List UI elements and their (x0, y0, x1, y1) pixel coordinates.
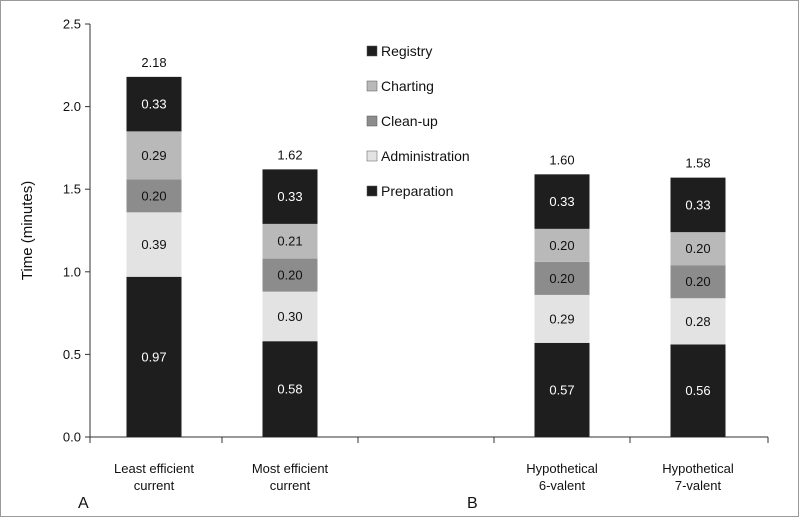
segment-value-label: 0.20 (277, 268, 302, 283)
legend-label: Administration (381, 148, 470, 164)
segment-value-label: 0.20 (549, 271, 574, 286)
axes: 0.0 0.5 1.0 1.5 2.0 2.5 (63, 17, 769, 445)
panel-label-a: A (78, 495, 89, 512)
segment-value-label: 0.29 (549, 311, 574, 326)
x-category-label: Most efficient (252, 461, 329, 476)
bar-segment-registry (262, 169, 318, 224)
panel-label-b: B (467, 495, 478, 512)
segment-value-label: 0.20 (685, 274, 710, 289)
segment-value-label: 0.29 (141, 148, 166, 163)
y-tick-label: 2.5 (63, 17, 81, 32)
y-tick-label: 0.5 (63, 347, 81, 362)
legend-swatch-registry (366, 45, 378, 57)
segment-value-label: 0.30 (277, 309, 302, 324)
segment-value-label: 0.57 (549, 382, 574, 397)
legend-swatch-clean-up (366, 115, 378, 127)
legend-label: Charting (381, 78, 434, 94)
y-tick-label: 1.5 (63, 182, 81, 197)
x-category-label: Hypothetical (526, 461, 598, 476)
segment-value-label: 0.20 (549, 238, 574, 253)
bars: 0.97 0.39 0.20 0.29 0.33 2.18 0.58 0.30 0.20 0.21… (126, 55, 726, 437)
bar-segment-clean-up (262, 258, 318, 292)
legend-swatch-preparation (366, 185, 378, 197)
bar-segment-registry (126, 76, 182, 132)
segment-value-label: 0.33 (277, 189, 302, 204)
bar-segment-registry (670, 177, 726, 233)
legend-label: Clean-up (381, 113, 438, 129)
bar-segment-clean-up (670, 265, 726, 299)
bar-segment-preparation (534, 342, 590, 437)
bar-segment-registry (534, 174, 590, 229)
bar-total-label: 1.58 (685, 156, 710, 171)
y-tick-label: 2.0 (63, 99, 81, 114)
x-category-label: current (134, 478, 175, 493)
x-category-label: 6-valent (539, 478, 586, 493)
segment-value-label: 0.20 (685, 241, 710, 256)
legend-label: Preparation (381, 183, 453, 199)
bar-segment-preparation (670, 344, 726, 437)
bar-segment-preparation (262, 341, 318, 437)
chart-labels: Time (minutes) Least efficient current Most… (19, 181, 734, 512)
segment-value-label: 0.33 (549, 194, 574, 209)
bar-segment-clean-up (126, 179, 182, 213)
y-tick-label: 0.0 (63, 430, 81, 445)
x-category-label: Least efficient (114, 461, 194, 476)
segment-value-label: 0.97 (141, 349, 166, 364)
legend-label: Registry (381, 43, 432, 59)
x-category-label: 7-valent (675, 478, 722, 493)
bar-segment-charting (670, 232, 726, 266)
legend: Registry Charting Clean-up Administration Pr… (366, 43, 470, 199)
bar-segment-charting (262, 223, 318, 259)
bar-total-label: 2.18 (141, 55, 166, 70)
y-axis-label: Time (minutes) (19, 181, 36, 280)
bar-segment-clean-up (534, 261, 590, 295)
bar-segment-preparation (126, 276, 182, 437)
bar-segment-charting (534, 228, 590, 262)
bar-total-label: 1.62 (277, 147, 302, 162)
y-tick-label: 1.0 (63, 264, 81, 279)
segment-value-label: 0.33 (685, 197, 710, 212)
segment-value-label: 0.39 (141, 237, 166, 252)
legend-swatch-administration (366, 150, 378, 162)
bar-segment-administration (670, 298, 726, 345)
segment-value-label: 0.21 (277, 234, 302, 249)
legend-swatch-charting (366, 80, 378, 92)
segment-value-label: 0.33 (141, 97, 166, 112)
segment-value-label: 0.56 (685, 383, 710, 398)
segment-value-label: 0.28 (685, 314, 710, 329)
x-category-label: current (270, 478, 311, 493)
segment-value-label: 0.58 (277, 382, 302, 397)
bar-segment-administration (262, 291, 318, 342)
bar-segment-administration (534, 294, 590, 343)
bar-segment-administration (126, 212, 182, 277)
bar-segment-charting (126, 131, 182, 180)
bar-total-label: 1.60 (549, 152, 574, 167)
x-category-label: Hypothetical (662, 461, 734, 476)
segment-value-label: 0.20 (141, 188, 166, 203)
